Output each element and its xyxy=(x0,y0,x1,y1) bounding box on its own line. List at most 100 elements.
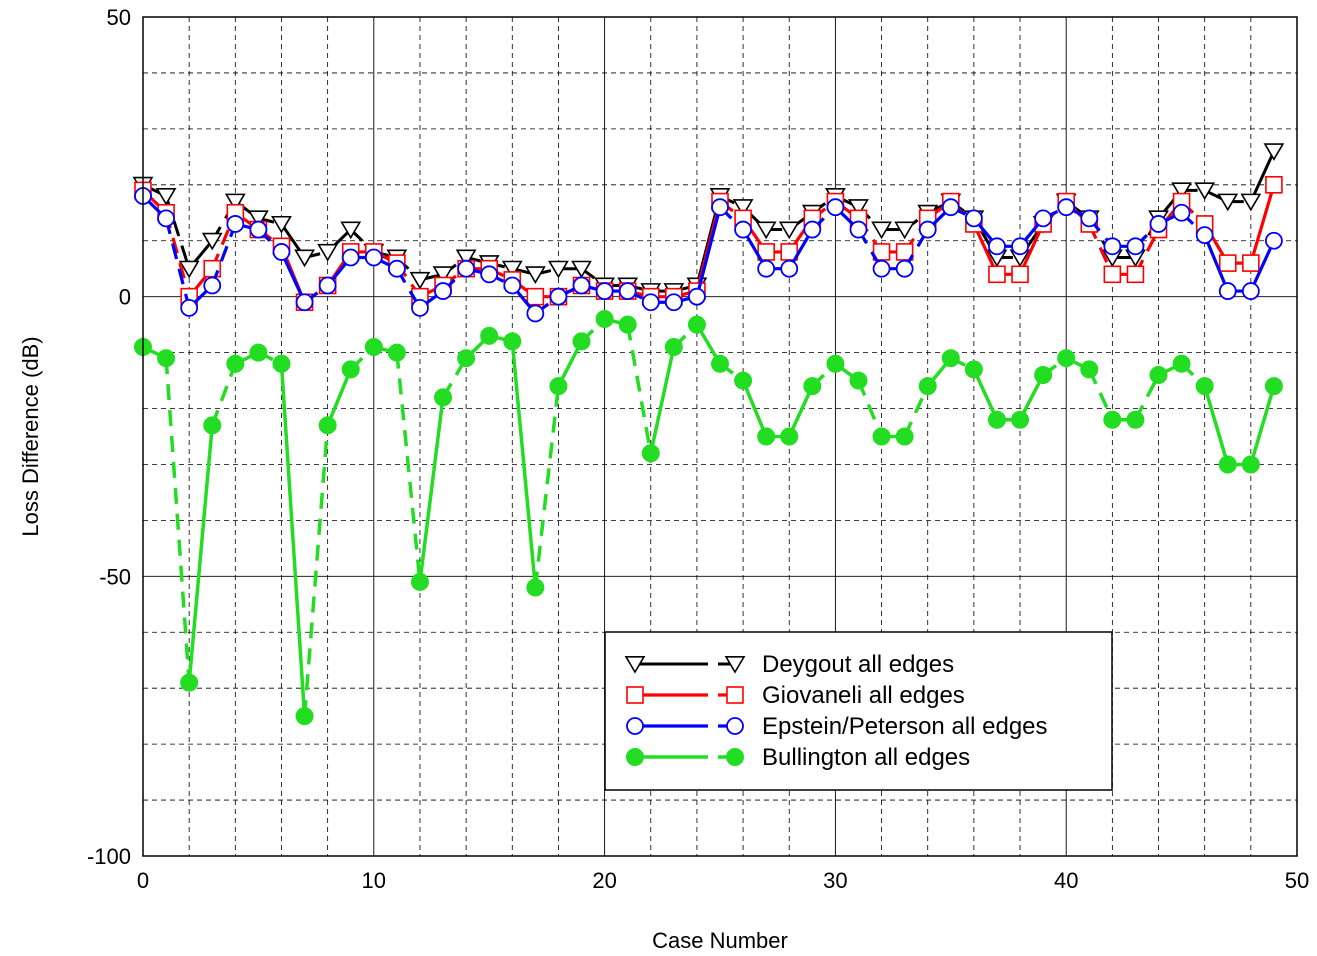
tick-labels: 0 10 20 30 40 50 -100 -50 0 50 xyxy=(87,5,1309,893)
y-tick-label: 0 xyxy=(119,285,131,310)
legend-item-4: Bullington all edges xyxy=(626,744,970,771)
series-4-point xyxy=(1149,365,1168,384)
series-3-point xyxy=(988,237,1006,256)
series-4-segment xyxy=(418,397,445,583)
series-layer xyxy=(132,143,1285,726)
series-1-point xyxy=(317,243,339,262)
series-4-point xyxy=(295,707,314,726)
series-1-point xyxy=(432,266,454,284)
series-4-point xyxy=(1172,354,1191,373)
series-4-point xyxy=(757,427,776,446)
series-3-point xyxy=(849,220,868,239)
series-4-point xyxy=(318,416,337,435)
series-4-point xyxy=(1057,349,1076,368)
series-3 xyxy=(134,187,1283,323)
series-3-point xyxy=(918,220,937,239)
series-4-point xyxy=(387,343,406,362)
series-3-point xyxy=(526,304,545,323)
series-4-point xyxy=(964,360,983,379)
series-4-point xyxy=(987,410,1006,429)
series-2-segment xyxy=(1249,184,1276,264)
series-4-point xyxy=(734,371,753,390)
series-3-point xyxy=(1126,237,1145,256)
x-tick-label: 10 xyxy=(362,868,386,893)
series-4-point xyxy=(711,354,729,373)
series-1-point xyxy=(1263,143,1285,161)
series-2-segment xyxy=(164,212,191,298)
series-3-point xyxy=(826,198,845,217)
series-1-point xyxy=(871,221,892,240)
x-axis-label: Case Number xyxy=(652,928,788,953)
series-4-point xyxy=(180,673,199,692)
series-4-point xyxy=(341,360,360,379)
series-4-point xyxy=(157,349,176,368)
series-2-point xyxy=(1242,254,1260,272)
series-1-point xyxy=(524,266,546,284)
series-3-point xyxy=(618,282,637,300)
series-4-segment xyxy=(302,425,330,717)
series-3-point xyxy=(711,198,729,217)
series-3-point xyxy=(1265,231,1283,250)
series-4-point xyxy=(687,315,706,334)
legend-label: Deygout all edges xyxy=(762,651,954,678)
series-2-point xyxy=(526,287,545,306)
series-4 xyxy=(134,310,1283,726)
series-3-point xyxy=(595,282,614,300)
series-4-segment xyxy=(533,385,561,588)
series-3-point xyxy=(318,276,337,295)
legend-marker-start xyxy=(626,686,644,704)
series-1-point xyxy=(178,260,200,279)
y-tick-label: -100 xyxy=(87,844,131,869)
series-3-point xyxy=(780,259,799,278)
series-1-point xyxy=(1240,193,1262,212)
series-3-point xyxy=(480,265,499,284)
series-4-point xyxy=(1195,377,1214,396)
legend-marker-start xyxy=(626,748,644,766)
series-3-point xyxy=(895,259,914,278)
series-3-segment xyxy=(695,206,722,298)
series-4-segment xyxy=(787,385,814,438)
series-4-segment xyxy=(164,358,191,683)
legend-marker-end xyxy=(726,748,744,766)
legend-marker-start xyxy=(624,655,646,674)
series-4-point xyxy=(941,349,960,368)
series-4-point xyxy=(664,338,683,357)
series-3-point xyxy=(203,276,222,295)
x-tick-label: 20 xyxy=(592,868,616,893)
series-4-segment xyxy=(187,425,214,683)
series-3-point xyxy=(226,215,245,233)
series-4-point xyxy=(249,343,268,362)
x-tick-label: 50 xyxy=(1285,868,1309,893)
y-tick-label: -50 xyxy=(99,564,131,589)
series-1-point xyxy=(894,221,916,240)
series-4-point xyxy=(1264,377,1283,396)
series-1-point xyxy=(248,210,269,229)
x-tick-label: 0 xyxy=(137,868,149,893)
series-3-point xyxy=(872,259,891,278)
series-4-segment xyxy=(903,385,930,438)
series-3-point xyxy=(1172,203,1191,222)
series-3-point xyxy=(364,248,383,267)
series-4-point xyxy=(1218,455,1237,474)
series-4-point xyxy=(503,332,522,351)
series-1-point xyxy=(732,199,754,217)
series-4-point xyxy=(826,354,845,373)
legend-label: Epstein/Peterson all edges xyxy=(762,713,1048,740)
y-axis-label: Loss Difference (dB) xyxy=(18,336,43,536)
series-4-point xyxy=(803,377,822,396)
legend-marker-end xyxy=(726,686,744,704)
series-3-segment xyxy=(1203,234,1230,292)
series-3-point xyxy=(941,198,960,217)
series-3-point xyxy=(341,248,360,267)
series-3-point xyxy=(272,243,291,261)
series-1-point xyxy=(1171,182,1192,201)
series-3-segment xyxy=(164,217,191,309)
series-4-segment xyxy=(625,324,653,454)
legend-box xyxy=(604,631,1113,791)
series-4-segment xyxy=(972,368,999,421)
series-3-point xyxy=(1149,215,1168,233)
series-1-point xyxy=(271,215,292,234)
series-1-point xyxy=(501,260,523,279)
series-3-point xyxy=(411,298,429,317)
series-3-point xyxy=(1241,282,1260,300)
